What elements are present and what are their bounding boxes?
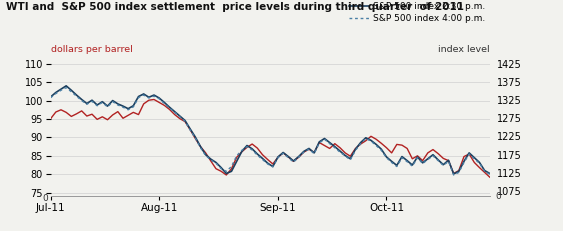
Text: index level: index level xyxy=(438,45,490,54)
Text: 0: 0 xyxy=(42,194,48,203)
Text: WTI and  S&P 500 index settlement  price levels during third quarter  of 2011: WTI and S&P 500 index settlement price l… xyxy=(6,2,463,12)
Legend: WTI crude oil, S&P 500 index 2:30 p.m., S&P 500 index 4:00 p.m.: WTI crude oil, S&P 500 index 2:30 p.m., … xyxy=(348,0,485,23)
Text: 0: 0 xyxy=(495,192,501,201)
Text: dollars per barrel: dollars per barrel xyxy=(51,45,132,54)
